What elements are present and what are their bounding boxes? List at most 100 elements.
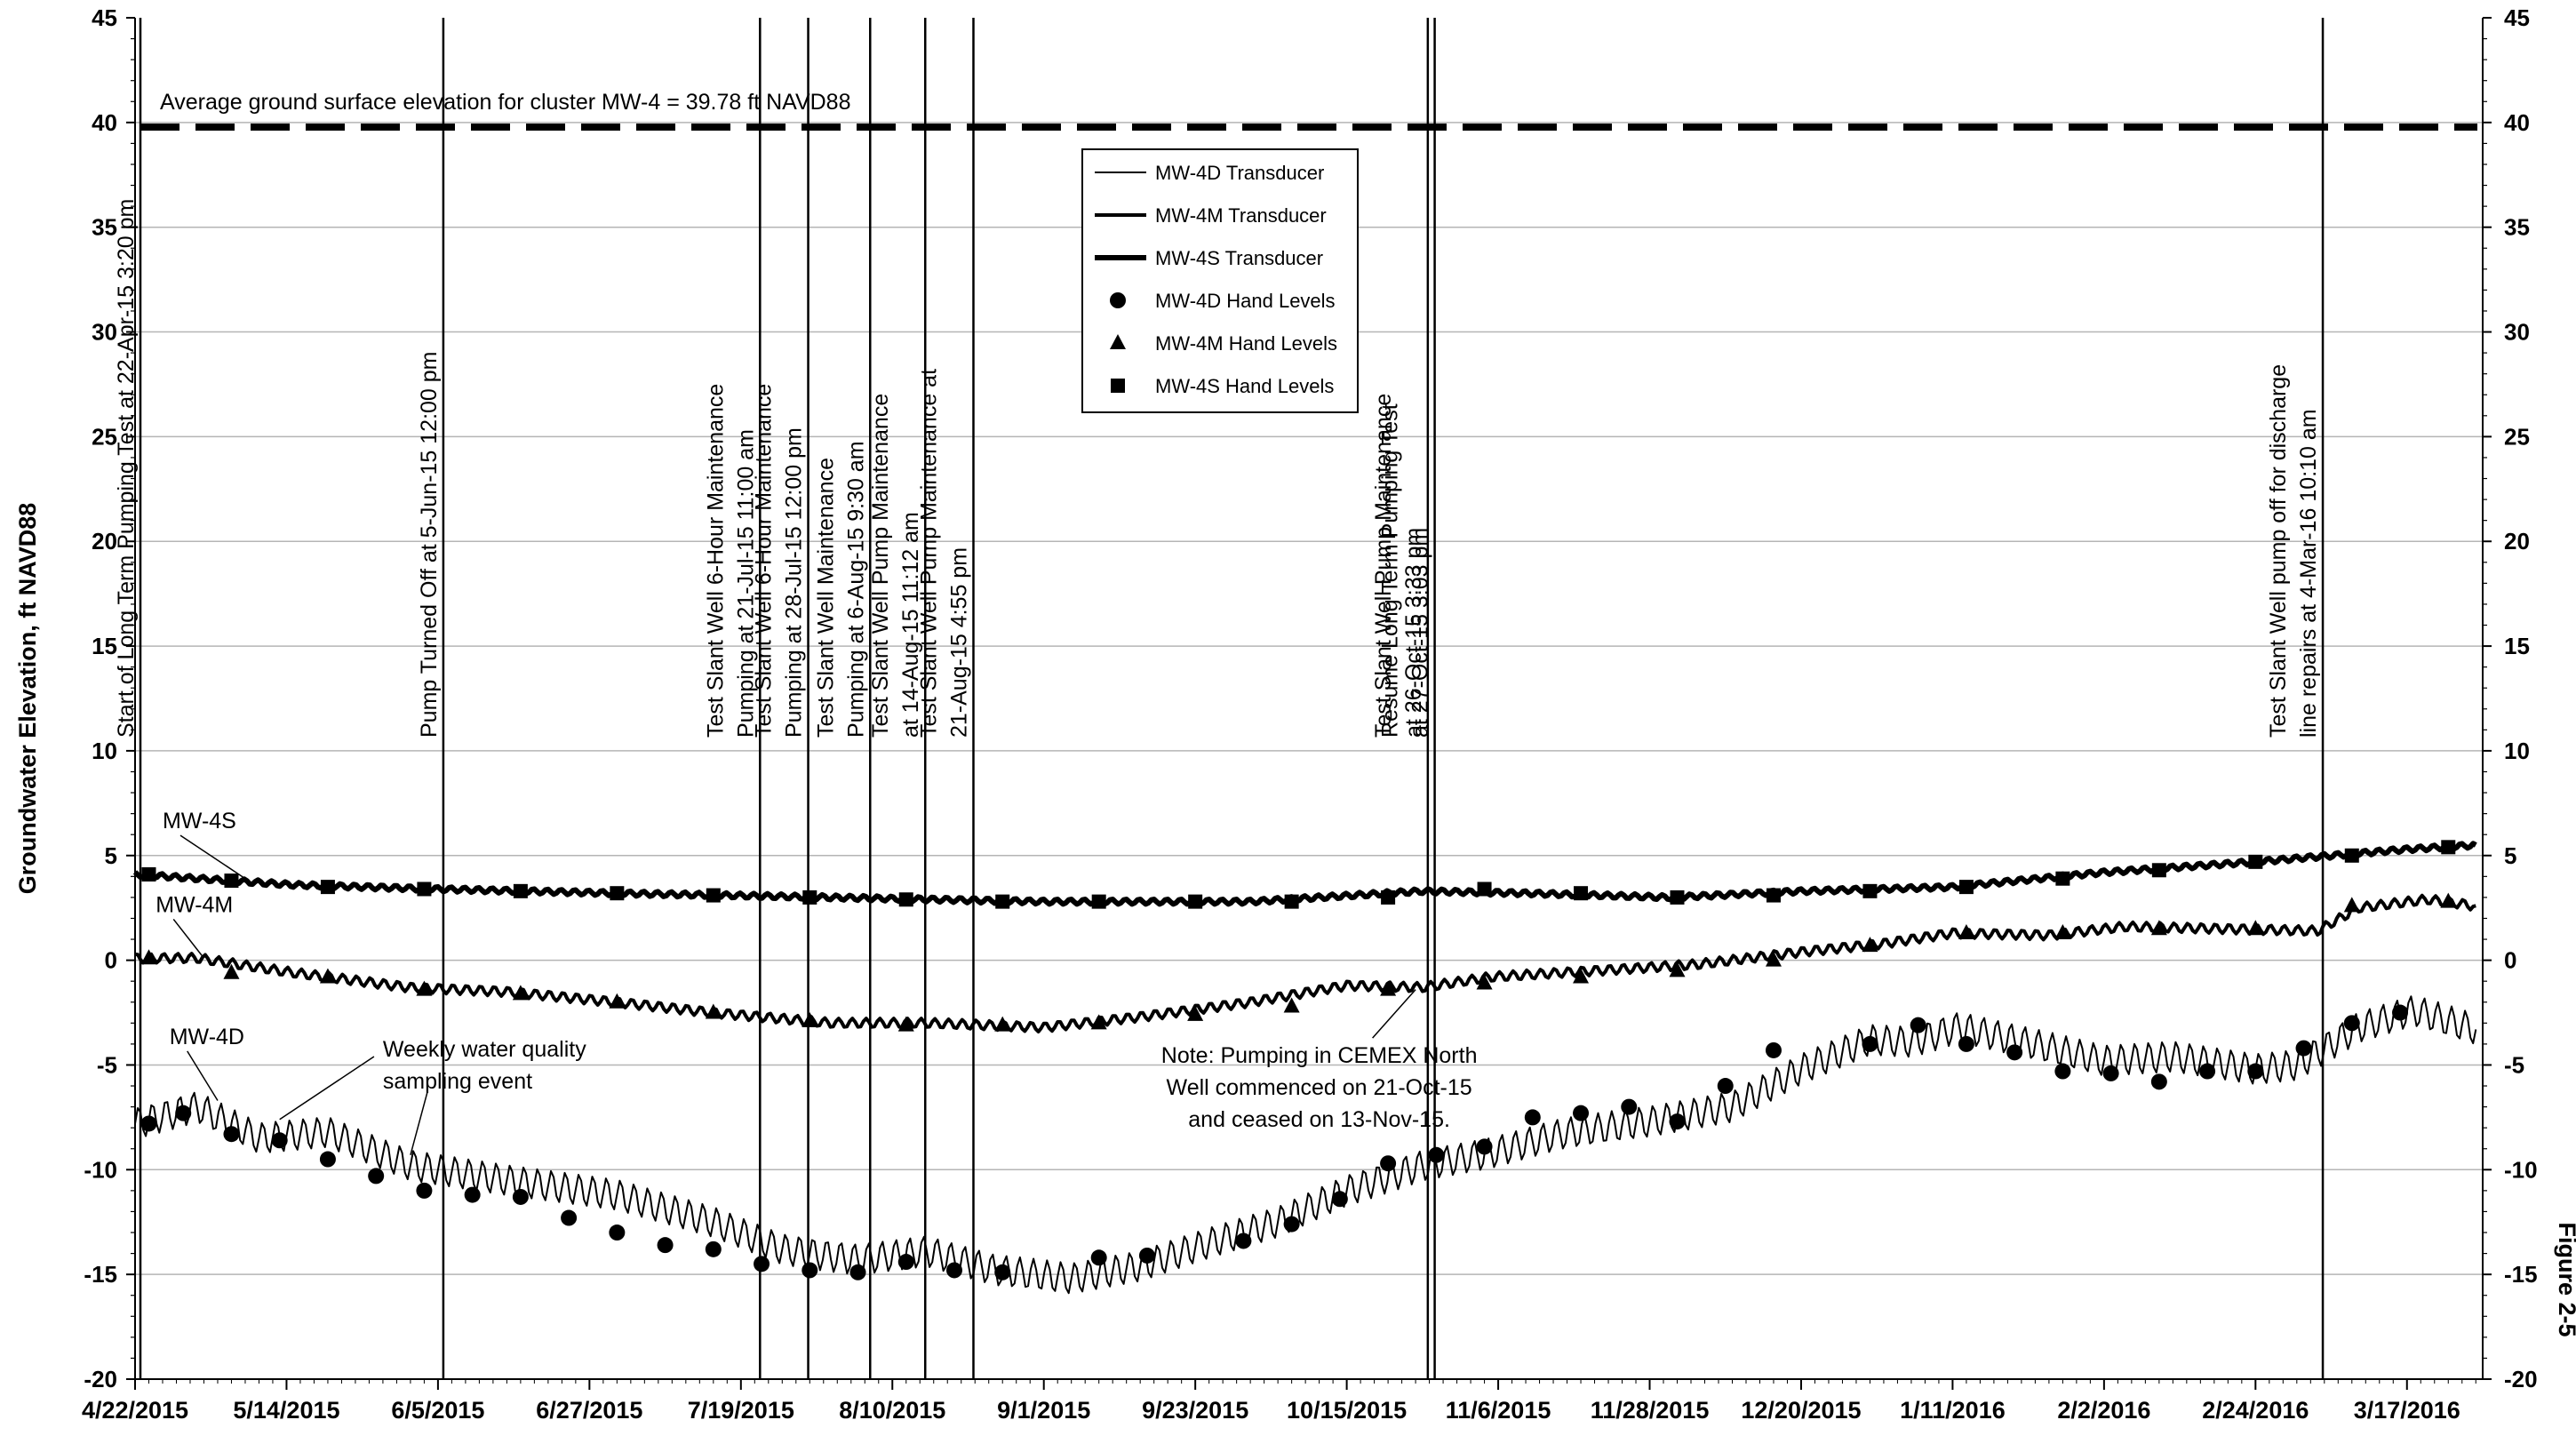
annotation-arrow: [279, 1056, 375, 1121]
hand-level-markers: [140, 840, 2457, 1280]
hand-level-point: [464, 1186, 481, 1203]
x-tick-label: 3/17/2016: [2354, 1397, 2460, 1424]
hand-level-point: [1090, 1014, 1107, 1030]
hand-level-point: [1090, 1249, 1107, 1266]
hand-level-point: [417, 882, 432, 897]
hand-level-point: [2248, 854, 2263, 869]
hand-level-point: [1283, 1216, 1300, 1233]
hand-level-point: [1862, 1035, 1878, 1052]
hand-level-point: [416, 1182, 433, 1199]
hand-level-point: [1766, 888, 1781, 903]
hand-level-point: [1621, 1098, 1638, 1115]
legend-entry-label: MW-4S Transducer: [1155, 247, 1323, 269]
y-tick-label-left: 5: [105, 842, 117, 869]
event-label-line: Test Slant Well Pump Maintenance: [868, 394, 893, 738]
hand-level-point: [2295, 1040, 2312, 1057]
hand-level-point: [2392, 1004, 2409, 1021]
y-tick-label-left: -5: [97, 1051, 117, 1078]
event-label: Pump Turned Off at 5-Jun-15 12:00 pm: [417, 351, 442, 738]
y-tick-label-left: -20: [84, 1366, 117, 1392]
hand-level-point: [1380, 980, 1397, 996]
series-label-arrow: [179, 834, 246, 880]
y-tick-label-right: -20: [2504, 1366, 2538, 1392]
x-tick-label: 7/19/2015: [688, 1397, 794, 1424]
y-tick-label-left: 35: [92, 214, 117, 241]
x-tick-label: 11/28/2015: [1591, 1397, 1710, 1424]
y-tick-label-right: 35: [2504, 214, 2530, 241]
event-label-line: Test Slant Well Pump Maintenance at: [916, 369, 941, 738]
y-tick-label-left: 45: [92, 4, 117, 31]
hand-level-point: [2150, 920, 2167, 936]
hand-level-point: [802, 1262, 818, 1279]
hand-level-point: [705, 1003, 722, 1019]
hand-level-point: [1669, 1113, 1686, 1130]
hand-level-point: [1958, 923, 1974, 939]
hand-level-point: [1331, 1191, 1348, 1208]
hand-level-point: [175, 1105, 192, 1121]
legend-entry-label: MW-4S Hand Levels: [1155, 375, 1334, 397]
hand-level-point: [2343, 1015, 2360, 1032]
event-label-line: line repairs at 4-Mar-16 10:10 am: [2296, 409, 2321, 738]
y-tick-label-right: -15: [2504, 1261, 2538, 1288]
series-label-arrow: [187, 1050, 219, 1101]
event-label-line: at 27-Oct-15 3:03 pm: [1408, 528, 1433, 738]
hand-level-point: [1476, 974, 1493, 990]
event-label: Test Slant Well Maintenance Pumping at 6-…: [813, 441, 868, 738]
hand-level-point: [994, 1016, 1011, 1032]
hand-level-point: [1958, 880, 1974, 895]
x-tick-label: 5/14/2015: [233, 1397, 339, 1424]
annotation-line: Weekly water quality: [383, 1037, 586, 1062]
hand-level-point: [1573, 1105, 1590, 1121]
hand-level-point: [609, 1225, 626, 1241]
event-label: Test Slant Well 6-Hour Maintenance Pumpin…: [752, 384, 807, 738]
y-tick-label-right: 45: [2504, 4, 2530, 31]
hand-level-point: [1235, 1233, 1252, 1249]
hand-level-point: [512, 1188, 529, 1205]
event-label-line: Pumping at 28-Jul-15 12:00 pm: [782, 427, 807, 738]
series-label-arrow: [172, 918, 205, 959]
hand-level-point: [2054, 923, 2071, 939]
hand-level-point: [609, 993, 626, 1009]
hand-level-point: [1428, 1146, 1445, 1163]
legend: MW-4D Transducer MW-4M Transducer MW-4S Tr…: [1081, 148, 1359, 413]
hand-level-point: [223, 963, 240, 979]
hand-level-point: [706, 888, 721, 903]
hand-level-point: [271, 1132, 288, 1149]
hand-level-point: [657, 1237, 674, 1254]
event-label: Test Slant Well Pump Maintenance at 14-Au…: [868, 394, 923, 738]
annotation-line: Note: Pumping in CEMEX North: [1161, 1043, 1478, 1068]
y-tick-label-left: -10: [84, 1156, 117, 1183]
series-line-mw-4d-transducer: [134, 995, 2477, 1295]
hand-level-point: [1573, 968, 1590, 984]
hand-level-point: [416, 980, 433, 996]
legend-entry-label: MW-4D Transducer: [1155, 162, 1324, 184]
hand-level-point: [945, 1262, 962, 1279]
hand-level-point: [141, 866, 156, 882]
event-label-line: Pumping at 6-Aug-15 9:30 am: [843, 441, 868, 738]
x-tick-label: 4/22/2015: [82, 1397, 188, 1424]
series-line-mw-4s-transducer: [132, 841, 2477, 907]
hand-level-point: [2054, 1063, 2071, 1080]
hand-level-point: [754, 1256, 770, 1272]
annotation-arrow: [410, 1091, 428, 1156]
legend-entry-label: MW-4M Hand Levels: [1155, 332, 1337, 355]
y-tick-label-left: 20: [92, 528, 117, 554]
annotations: MW-4S MW-4M MW-4D Weekly water quality sampl…: [156, 809, 1478, 1156]
hand-level-point: [1283, 997, 1300, 1013]
hand-level-point: [1187, 1005, 1204, 1021]
annotation-line: Well commenced on 21-Oct-15: [1167, 1075, 1472, 1100]
y-tick-label-right: -10: [2504, 1156, 2538, 1183]
hand-level-point: [2247, 920, 2264, 936]
hand-level-point: [561, 1209, 578, 1226]
y-tick-label-left: 15: [92, 633, 117, 659]
hand-level-point: [1091, 894, 1106, 909]
series-label: MW-4M: [156, 892, 233, 917]
hand-level-point: [1717, 1078, 1734, 1095]
x-tick-label: 6/5/2015: [391, 1397, 484, 1424]
event-label: Test Slant Well Pump Maintenance at 26-Oc…: [1371, 394, 1426, 738]
y-tick-label-left: 30: [92, 319, 117, 346]
annotation: Note: Pumping in CEMEX North Well commenc…: [1161, 1043, 1478, 1132]
hand-level-point: [319, 1151, 336, 1168]
event-label-line: at 26-Oct-15 3:33 pm: [1401, 528, 1426, 738]
